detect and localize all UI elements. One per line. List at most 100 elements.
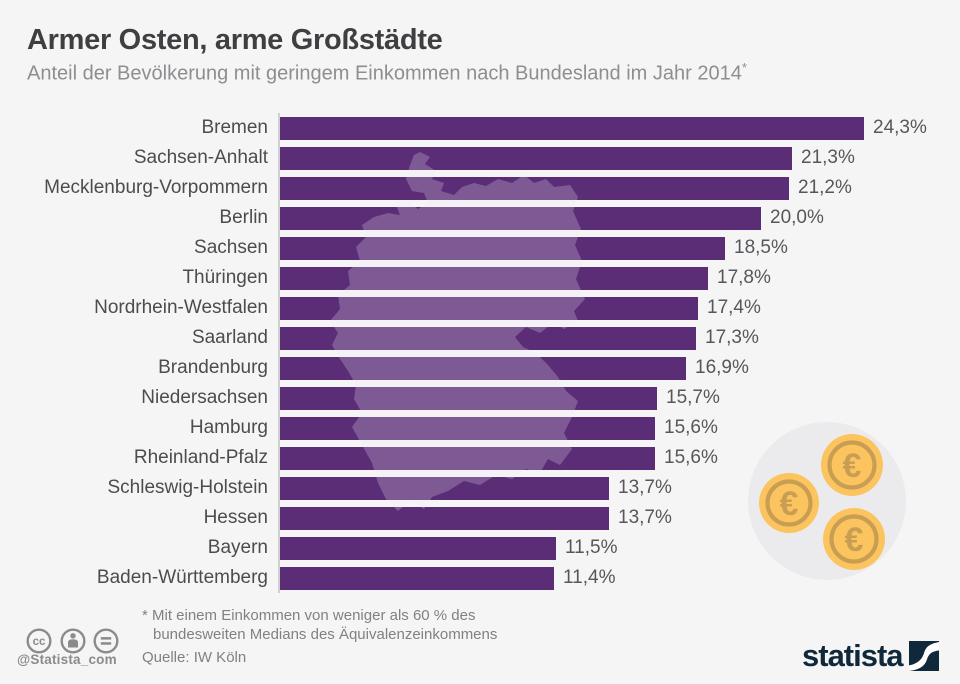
chart-row: Nordrhein-Westfalen 17,4% xyxy=(0,293,960,323)
bar-track: 16,9% xyxy=(278,353,960,383)
creative-commons-badges: cc xyxy=(26,628,119,654)
bar-value: 13,7% xyxy=(618,477,672,498)
cc-nd-icon xyxy=(93,628,119,654)
chart-row: Hamburg 15,6% xyxy=(0,413,960,443)
bar-label: Rheinland-Pfalz xyxy=(133,447,268,468)
bar-track: 18,5% xyxy=(278,233,960,263)
bar xyxy=(280,116,864,140)
bar-label: Niedersachsen xyxy=(141,387,268,408)
bar-label: Mecklenburg-Vorpommern xyxy=(44,177,268,198)
bar-value: 20,0% xyxy=(770,207,824,228)
bar-label: Nordrhein-Westfalen xyxy=(94,297,268,318)
bar-label: Brandenburg xyxy=(158,357,268,378)
bar-track: 13,7% xyxy=(278,473,960,503)
bar-value: 15,6% xyxy=(664,447,718,468)
bar xyxy=(280,566,554,590)
bar xyxy=(280,176,789,200)
bar-label: Schleswig-Holstein xyxy=(107,477,268,498)
page-title: Armer Osten, arme Großstädte xyxy=(27,24,443,56)
svg-text:€: € xyxy=(845,521,864,559)
bar xyxy=(280,446,655,470)
bar xyxy=(280,386,657,410)
bar-value: 11,5% xyxy=(565,537,618,558)
chart-row: Saarland 17,3% xyxy=(0,323,960,353)
chart-row: Bremen 24,3% xyxy=(0,113,960,143)
bar-value: 13,7% xyxy=(618,507,672,528)
source-text: Quelle: IW Köln xyxy=(142,649,247,666)
bar xyxy=(280,296,698,320)
bar-track: 15,7% xyxy=(278,383,960,413)
svg-text:cc: cc xyxy=(33,636,46,648)
bar xyxy=(280,506,609,530)
bar-label: Baden-Württemberg xyxy=(96,567,268,588)
bar-label: Berlin xyxy=(219,207,268,228)
euro-coin-icon: € xyxy=(821,434,883,496)
euro-coin-icon: € xyxy=(759,473,819,533)
chart-row: Rheinland-Pfalz 15,6% xyxy=(0,443,960,473)
chart-row: Brandenburg 16,9% xyxy=(0,353,960,383)
bar-value: 11,4% xyxy=(563,567,616,588)
bar-value: 16,9% xyxy=(695,357,749,378)
statista-handle: @Statista_com xyxy=(17,652,117,667)
euro-coin-icon: € xyxy=(823,508,885,570)
bar-value: 17,8% xyxy=(717,267,771,288)
bar-label: Sachsen xyxy=(194,237,268,258)
bar-track: 21,2% xyxy=(278,173,960,203)
bar-value: 18,5% xyxy=(734,237,788,258)
bar xyxy=(280,206,761,230)
bar xyxy=(280,356,686,380)
statista-logo: statista xyxy=(802,638,939,674)
chart-row: Sachsen-Anhalt 21,3% xyxy=(0,143,960,173)
euro-coins-illustration: € € € xyxy=(748,422,906,580)
footnote-line2: bundesweiten Medians des Äquivalenzeinko… xyxy=(153,626,498,643)
bar-value: 17,4% xyxy=(707,297,761,318)
chart-row: Baden-Württemberg 11,4% xyxy=(0,563,960,593)
chart-row: Berlin 20,0% xyxy=(0,203,960,233)
bar xyxy=(280,326,696,350)
bar-label: Hessen xyxy=(203,507,268,528)
bar xyxy=(280,416,655,440)
bar-value: 21,3% xyxy=(801,147,855,168)
bar-value: 17,3% xyxy=(705,327,759,348)
chart-row: Bayern 11,5% xyxy=(0,533,960,563)
bar-label: Bremen xyxy=(201,117,268,138)
cc-icon: cc xyxy=(26,628,52,654)
chart-row: Niedersachsen 15,7% xyxy=(0,383,960,413)
bar-value: 21,2% xyxy=(798,177,852,198)
cc-by-icon xyxy=(60,628,86,654)
bar-track: 17,3% xyxy=(278,323,960,353)
bar-value: 24,3% xyxy=(873,117,927,138)
bar-value: 15,6% xyxy=(664,417,718,438)
svg-text:€: € xyxy=(843,447,862,485)
bar-track: 15,6% xyxy=(278,443,960,473)
footnote: * Mit einem Einkommen von weniger als 60… xyxy=(142,606,497,644)
chart-row: Mecklenburg-Vorpommern 21,2% xyxy=(0,173,960,203)
bar-label: Hamburg xyxy=(189,417,268,438)
bar-track: 17,4% xyxy=(278,293,960,323)
footnote-marker: * xyxy=(741,60,747,75)
bar-label: Bayern xyxy=(207,537,268,558)
bar-track: 17,8% xyxy=(278,263,960,293)
bar-track: 15,6% xyxy=(278,413,960,443)
bar-track: 11,5% xyxy=(278,533,960,563)
bar-value: 15,7% xyxy=(666,387,720,408)
bar-label: Saarland xyxy=(191,327,268,348)
svg-text:€: € xyxy=(780,485,799,523)
bar-track: 24,3% xyxy=(278,113,960,143)
chart-row: Hessen 13,7% xyxy=(0,503,960,533)
bar-track: 20,0% xyxy=(278,203,960,233)
bar xyxy=(280,266,708,290)
bar xyxy=(280,236,725,260)
chart-row: Schleswig-Holstein 13,7% xyxy=(0,473,960,503)
bar xyxy=(280,536,556,560)
chart-row: Sachsen 18,5% xyxy=(0,233,960,263)
bar xyxy=(280,146,792,170)
bar-track: 13,7% xyxy=(278,503,960,533)
bar-track: 21,3% xyxy=(278,143,960,173)
bar xyxy=(280,476,609,500)
statista-wordmark: statista xyxy=(802,638,904,673)
bar-track: 11,4% xyxy=(278,563,960,593)
chart-row: Thüringen 17,8% xyxy=(0,263,960,293)
bar-label: Sachsen-Anhalt xyxy=(133,147,268,168)
page-subtitle: Anteil der Bevölkerung mit geringem Eink… xyxy=(27,60,747,85)
